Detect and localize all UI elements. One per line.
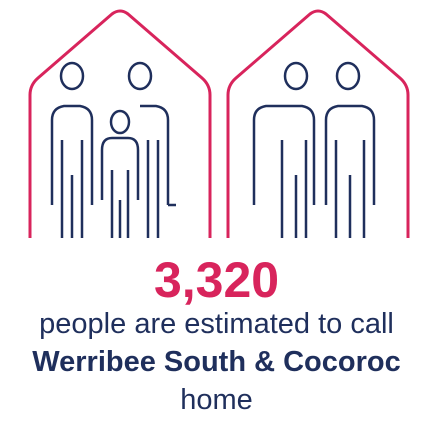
population-figure: 3,320 (153, 252, 280, 308)
people (50, 61, 376, 238)
caption-line: people are estimated to call (39, 308, 394, 340)
house-left (28, 9, 212, 238)
caption-place: Werribee South & Cocoroc (32, 346, 401, 378)
house-right (226, 9, 410, 238)
house-outlines (28, 9, 410, 238)
family-icons (28, 9, 410, 238)
caption-line: home (180, 384, 253, 416)
